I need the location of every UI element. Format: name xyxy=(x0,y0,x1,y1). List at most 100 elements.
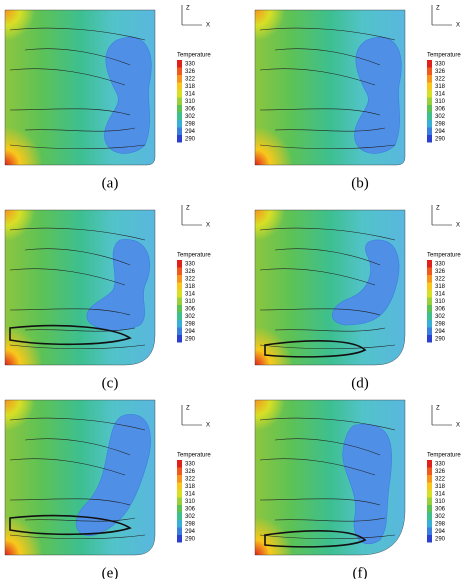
domain-outline xyxy=(254,9,406,166)
legend-swatch xyxy=(177,60,182,68)
legend-tick: 326 xyxy=(185,269,196,275)
legend-swatch xyxy=(177,105,182,113)
legend-tick: 318 xyxy=(185,484,196,490)
legend-swatch xyxy=(177,290,182,298)
legend-tick: 326 xyxy=(185,69,196,75)
cold-region xyxy=(342,423,392,545)
legend-tick: 310 xyxy=(435,499,446,505)
legend-swatch xyxy=(427,97,432,105)
legend-tick: 322 xyxy=(185,76,196,82)
panel: ZXTemperature330326322318314310306302298… xyxy=(4,5,211,191)
streamline xyxy=(259,308,381,316)
legend-swatch xyxy=(427,335,432,343)
vortex xyxy=(264,340,367,358)
legend-tick: 298 xyxy=(435,521,446,527)
legend-tick: 326 xyxy=(435,269,446,275)
legend-tick: 298 xyxy=(185,321,196,327)
legend-tick: 314 xyxy=(185,91,196,97)
vortex xyxy=(264,530,367,548)
legend-tick: 298 xyxy=(435,321,446,327)
streamline xyxy=(9,498,131,506)
legend-tick: 314 xyxy=(185,291,196,297)
legend-swatch xyxy=(427,305,432,313)
streamline xyxy=(24,127,136,132)
legend-tick: 302 xyxy=(435,514,446,520)
legend-tick: 318 xyxy=(185,84,196,90)
streamline xyxy=(259,144,396,150)
legend-tick: 322 xyxy=(185,476,196,482)
legend-tick: 306 xyxy=(435,106,446,112)
legend-tick: 330 xyxy=(435,61,446,67)
legend-swatch xyxy=(177,335,182,343)
legend-swatch xyxy=(427,105,432,113)
legend-tick: 310 xyxy=(185,499,196,505)
legend-swatch xyxy=(427,490,432,498)
domain-outline xyxy=(254,209,406,366)
panel: ZXTemperature330326322318314310306302298… xyxy=(4,205,211,391)
streamline xyxy=(274,127,386,132)
streamline xyxy=(9,144,146,150)
legend-tick: 310 xyxy=(185,299,196,305)
legend-tick: 306 xyxy=(435,306,446,312)
legend-swatch xyxy=(177,297,182,305)
streamline xyxy=(9,108,131,116)
legend-title: Temperature xyxy=(427,253,461,259)
axes-glyph: ZX xyxy=(181,405,210,429)
streamline xyxy=(9,68,126,86)
streamline xyxy=(9,458,126,476)
panel: ZXTemperature330326322318314310306302298… xyxy=(254,399,461,581)
legend-tick: 290 xyxy=(435,536,446,542)
axis-x-label: X xyxy=(206,23,210,29)
axis-z-label: Z xyxy=(186,406,190,412)
legend-tick: 290 xyxy=(185,536,196,542)
streamline xyxy=(24,248,131,266)
streamline xyxy=(259,68,376,86)
legend-tick: 306 xyxy=(185,306,196,312)
legend-tick: 302 xyxy=(185,514,196,520)
legend-swatch xyxy=(177,135,182,143)
legend-tick: 294 xyxy=(185,529,196,535)
legend-swatch xyxy=(427,482,432,490)
legend-swatch xyxy=(177,120,182,128)
axis-z-label: Z xyxy=(186,6,190,12)
streamline xyxy=(24,327,136,332)
legend-tick: 290 xyxy=(435,136,446,142)
streamline xyxy=(24,48,131,66)
legend-title: Temperature xyxy=(177,253,211,259)
field xyxy=(255,400,405,555)
legend-swatch xyxy=(427,90,432,98)
legend-swatch xyxy=(177,312,182,320)
legend-swatch xyxy=(427,320,432,328)
legend-swatch xyxy=(427,267,432,275)
streamline xyxy=(9,227,146,241)
streamline xyxy=(9,27,146,41)
streamline xyxy=(24,517,136,522)
legend-swatch xyxy=(177,320,182,328)
streamline xyxy=(24,438,131,456)
field xyxy=(5,400,155,555)
legend-swatch xyxy=(427,527,432,535)
legend-swatch xyxy=(427,75,432,83)
legend-title: Temperature xyxy=(177,53,211,59)
legend-tick: 330 xyxy=(185,261,196,267)
legend-swatch xyxy=(427,275,432,283)
streamline xyxy=(259,27,396,41)
streamline xyxy=(259,108,381,116)
legend-swatch xyxy=(177,67,182,75)
legend-swatch xyxy=(427,512,432,520)
streamline xyxy=(274,438,381,456)
legend-swatch xyxy=(427,475,432,483)
legend-swatch xyxy=(177,490,182,498)
legend-tick: 298 xyxy=(185,121,196,127)
legend-tick: 290 xyxy=(185,136,196,142)
legend-tick: 314 xyxy=(435,91,446,97)
axis-x-label: X xyxy=(206,223,210,229)
axes-glyph: ZX xyxy=(431,205,460,229)
legend-tick: 310 xyxy=(185,99,196,105)
axis-x-label: X xyxy=(206,423,210,429)
legend-tick: 326 xyxy=(185,469,196,475)
streamline xyxy=(259,268,376,286)
legend-tick: 314 xyxy=(185,491,196,497)
legend-swatch xyxy=(427,520,432,528)
legend-tick: 326 xyxy=(435,469,446,475)
